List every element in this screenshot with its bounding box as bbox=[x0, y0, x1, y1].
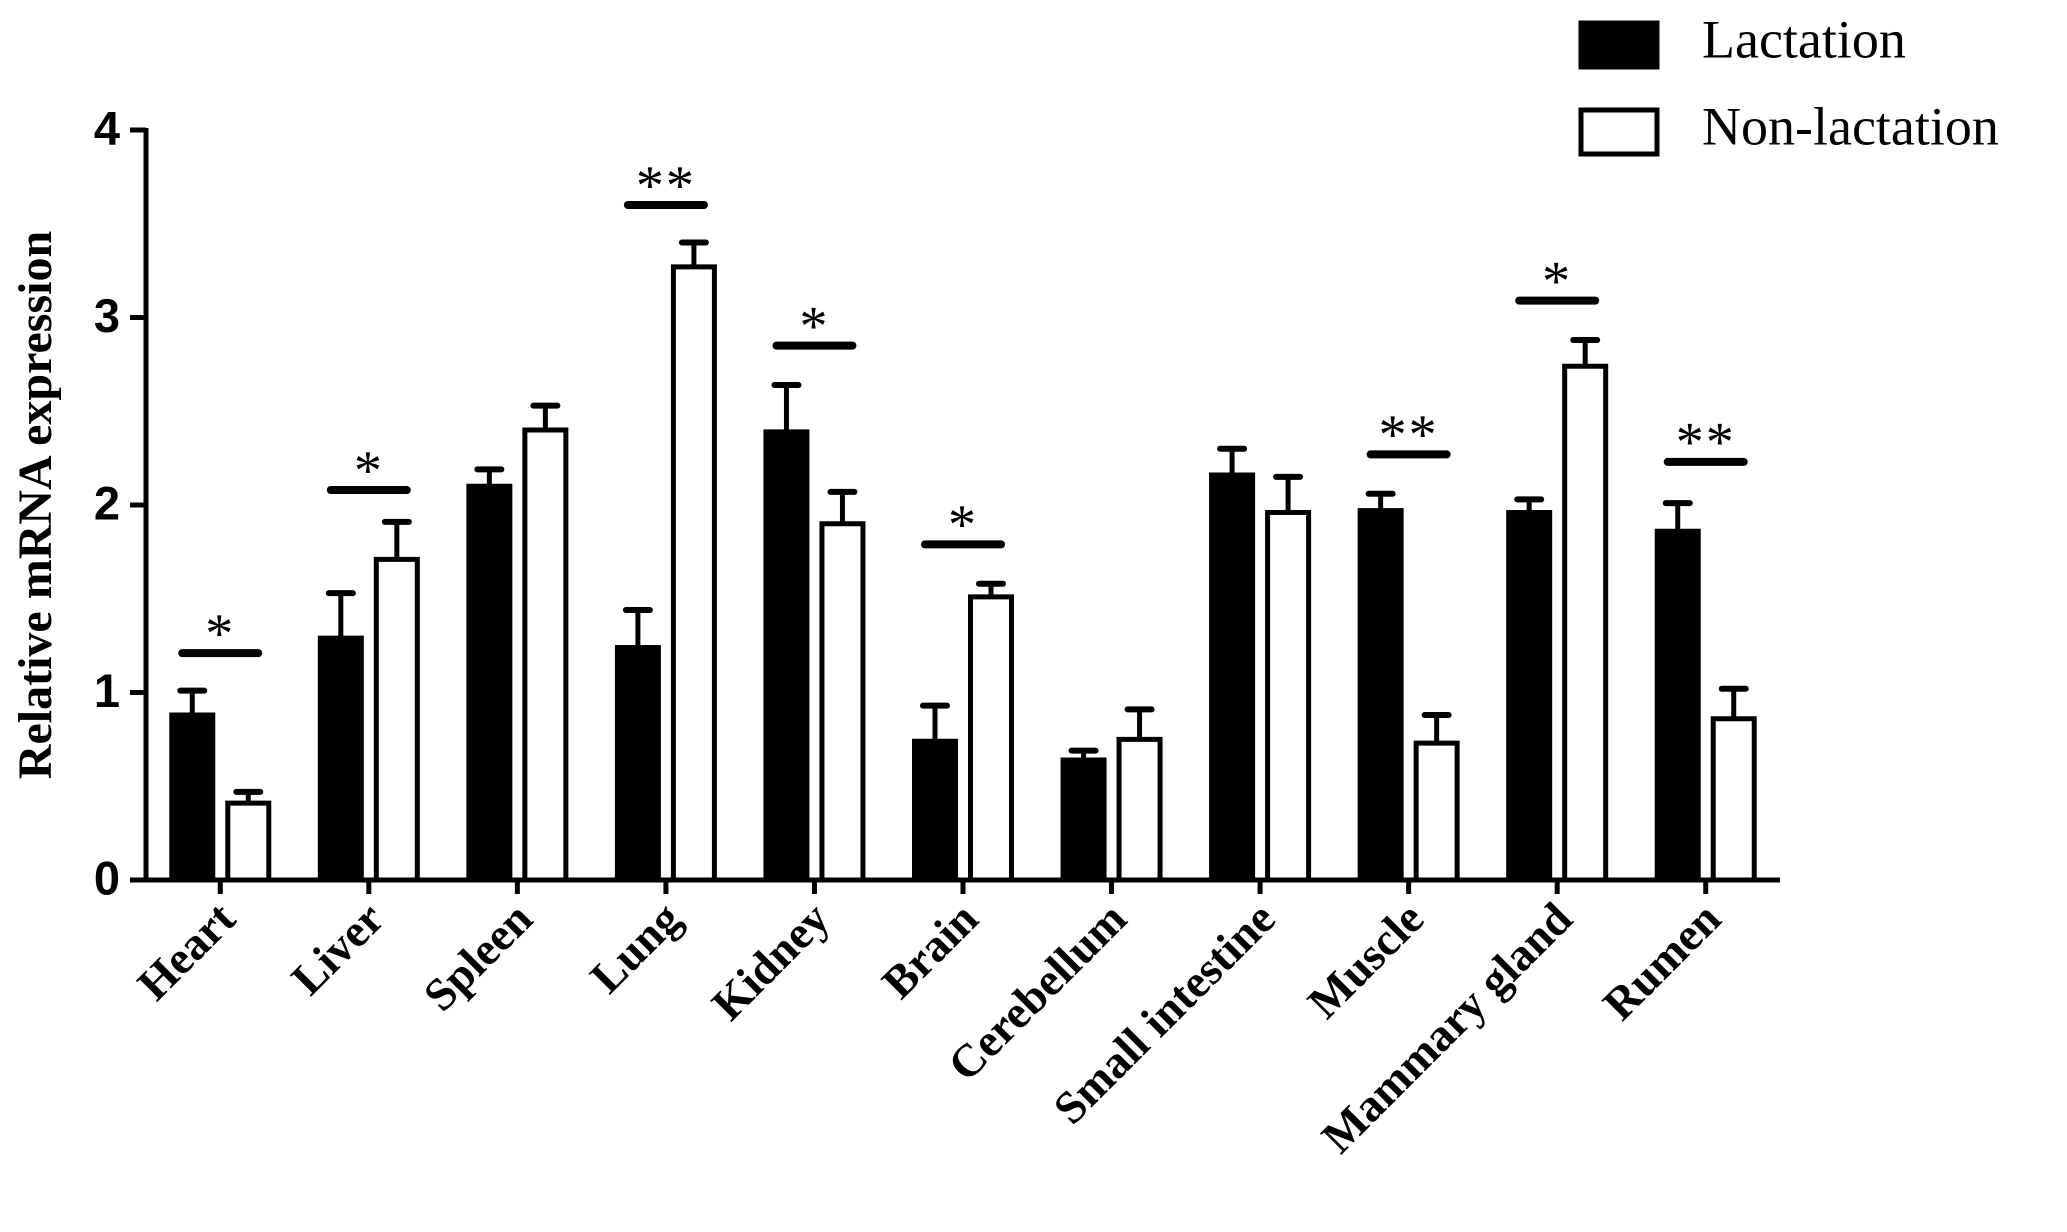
bar bbox=[373, 556, 420, 883]
significance-label: * bbox=[354, 440, 384, 502]
bar bbox=[522, 427, 569, 883]
bar bbox=[1060, 757, 1107, 883]
x-tick-label: Kidney bbox=[702, 892, 839, 1029]
legend-label: Lactation bbox=[1702, 9, 1906, 69]
x-tick-label: Mammary gland bbox=[1312, 892, 1582, 1162]
y-tick-label: 3 bbox=[94, 289, 120, 342]
bar bbox=[225, 800, 272, 883]
significance-label: * bbox=[799, 295, 829, 357]
bar bbox=[763, 429, 810, 883]
bar bbox=[169, 712, 216, 883]
bar bbox=[1710, 716, 1757, 883]
significance-label: ** bbox=[1379, 404, 1439, 466]
x-tick-label: Liver bbox=[281, 892, 393, 1004]
bar bbox=[968, 594, 1014, 883]
bar bbox=[1265, 510, 1312, 883]
bar bbox=[1116, 736, 1163, 883]
legend-swatch bbox=[1578, 107, 1660, 157]
legend-label: Non-lactation bbox=[1702, 96, 1999, 156]
bar bbox=[670, 264, 717, 883]
bar bbox=[317, 635, 364, 883]
legend-swatch bbox=[1578, 20, 1660, 70]
bar bbox=[466, 483, 513, 883]
significance-label: ** bbox=[1676, 412, 1736, 474]
x-tick-label: Brain bbox=[872, 892, 988, 1008]
bar bbox=[1413, 740, 1460, 883]
bar bbox=[819, 521, 866, 883]
significance-label: * bbox=[1542, 250, 1572, 312]
x-tick-label: Rumen bbox=[1593, 892, 1730, 1029]
x-tick-label: Spleen bbox=[414, 892, 542, 1020]
bar bbox=[912, 738, 958, 883]
x-tick-label: Lung bbox=[580, 892, 690, 1002]
significance-label: ** bbox=[636, 155, 696, 217]
bar bbox=[1209, 472, 1256, 883]
bar bbox=[1562, 363, 1609, 883]
y-tick-label: 0 bbox=[94, 851, 120, 904]
bar bbox=[1654, 528, 1701, 883]
significance-label: * bbox=[948, 494, 978, 556]
y-tick-label: 1 bbox=[94, 664, 120, 717]
significance-label: * bbox=[205, 603, 235, 665]
y-tick-label: 4 bbox=[94, 101, 120, 154]
y-axis-label: Relative mRNA expression bbox=[9, 231, 62, 779]
x-tick-label: Heart bbox=[127, 892, 245, 1010]
bar bbox=[1357, 508, 1404, 883]
bar bbox=[1506, 510, 1553, 883]
bar bbox=[614, 645, 661, 883]
y-tick-label: 2 bbox=[94, 476, 120, 529]
x-tick-label: Muscle bbox=[1298, 892, 1433, 1027]
